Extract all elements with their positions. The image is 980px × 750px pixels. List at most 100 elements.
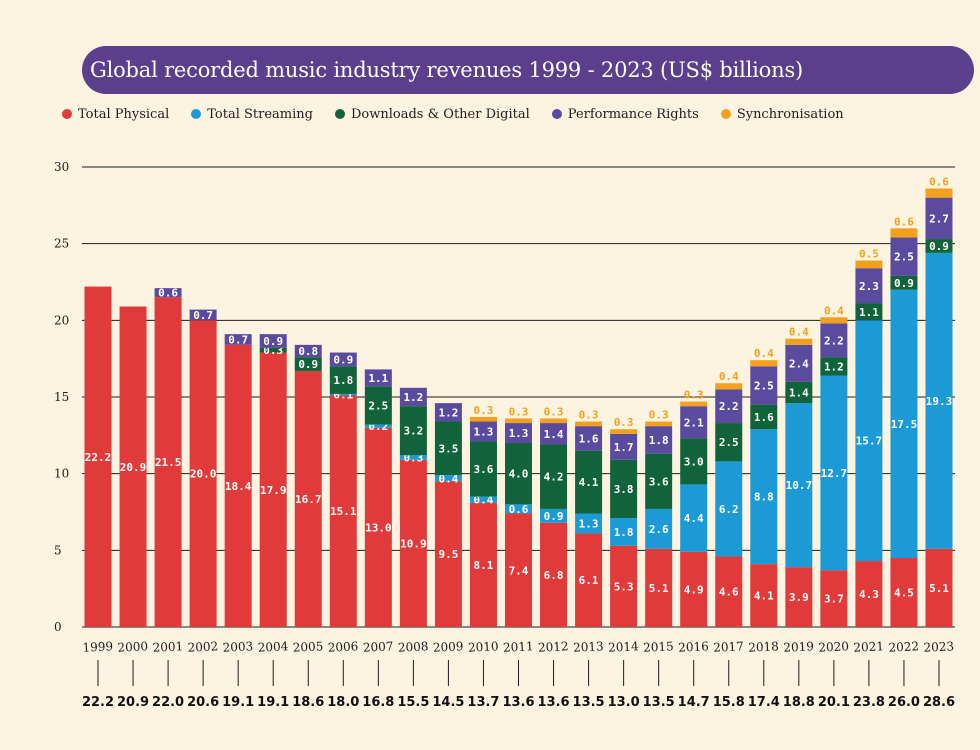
total-label: 20.9 <box>117 695 149 710</box>
data-label: 2.7 <box>929 212 949 225</box>
bar-segment <box>855 260 883 269</box>
data-label: 0.6 <box>509 503 529 516</box>
bar-segment <box>715 383 743 390</box>
legend-item-sync: Synchronisation <box>720 107 844 122</box>
bar-segment <box>890 237 918 276</box>
total-label: 18.0 <box>327 695 359 710</box>
bar-segment <box>329 352 357 367</box>
bar-segment <box>575 450 603 514</box>
data-label: 10.7 <box>786 479 813 492</box>
data-label: 4.3 <box>859 588 879 601</box>
total-label: 22.0 <box>152 695 184 710</box>
bar-segment <box>750 366 778 405</box>
data-label: 19.3 <box>926 395 953 408</box>
data-label: 4.1 <box>754 590 774 603</box>
total-label: 13.6 <box>538 695 570 710</box>
data-label: 0.9 <box>263 335 283 348</box>
bar-segment <box>434 475 462 482</box>
data-label: 21.5 <box>155 456 182 469</box>
data-label: 3.2 <box>403 425 423 438</box>
data-label: 18.4 <box>225 480 252 493</box>
total-label: 20.6 <box>187 695 219 710</box>
total-label: 13.0 <box>608 695 640 710</box>
bar-segment <box>294 370 322 627</box>
bar-segment <box>855 320 883 562</box>
x-tick-label: 2018 <box>748 639 779 655</box>
data-label: 6.8 <box>544 569 564 582</box>
data-label: 4.1 <box>579 476 599 489</box>
bar-segment <box>259 334 287 348</box>
data-label: 0.4 <box>719 370 739 383</box>
legend-label-physical: Total Physical <box>78 106 170 122</box>
bar-segment <box>329 366 357 394</box>
bar-segment <box>610 429 638 434</box>
data-label: 9.5 <box>438 548 458 561</box>
x-tick-label: 2020 <box>818 639 849 655</box>
x-tick-label: 2015 <box>643 639 674 655</box>
bar-segment <box>294 344 322 358</box>
data-label: 20.0 <box>190 468 217 481</box>
bar-segment <box>645 548 673 627</box>
data-label: 17.5 <box>891 418 918 431</box>
total-label: 13.5 <box>643 695 675 710</box>
data-label: 0.3 <box>684 389 704 402</box>
data-label: 0.9 <box>929 240 949 253</box>
bar-segment <box>364 424 392 428</box>
x-tick-label: 2005 <box>292 639 323 655</box>
total-label: 14.5 <box>432 695 464 710</box>
bar-segment <box>715 461 743 557</box>
data-label: 2.2 <box>719 400 739 413</box>
data-label: 2.5 <box>368 399 388 412</box>
bar-segment <box>715 556 743 627</box>
bar-segment <box>505 423 532 443</box>
bar-segment <box>469 416 497 422</box>
legend-item-downloads: Downloads & Other Digital <box>334 107 530 122</box>
bar-segment <box>855 303 883 321</box>
bar-segment <box>364 369 392 387</box>
bar-segment <box>925 239 953 253</box>
bar-segment <box>820 323 848 358</box>
total-label: 19.1 <box>257 695 289 710</box>
bar-segment <box>680 438 708 485</box>
legend-swatch-streaming <box>191 109 202 119</box>
data-label: 2.5 <box>754 380 774 393</box>
bar-segment <box>575 421 603 427</box>
x-tick-label: 2004 <box>257 639 289 655</box>
x-tick-label: 2003 <box>222 639 253 655</box>
bar-segment <box>925 252 953 549</box>
bar-segment <box>469 502 497 627</box>
x-tick-label: 2016 <box>678 639 709 655</box>
bar-segment <box>575 426 603 451</box>
data-label: 2.1 <box>684 416 704 429</box>
data-label: 0.7 <box>228 334 248 347</box>
total-label: 13.6 <box>502 695 534 710</box>
data-label: 1.2 <box>438 406 458 419</box>
legend-item-streaming: Total Streaming <box>191 107 313 122</box>
bar-segment <box>469 496 497 503</box>
bar-segment <box>750 360 778 367</box>
total-label: 15.5 <box>397 695 429 710</box>
data-label: 0.9 <box>544 510 564 523</box>
bar-segment <box>119 306 147 627</box>
x-tick-label: 2023 <box>923 639 954 655</box>
bar-segment <box>434 403 462 422</box>
data-label: 15.7 <box>856 435 883 448</box>
data-label: 0.5 <box>859 248 879 261</box>
bar-segment <box>505 443 532 505</box>
y-tick-label: 0 <box>54 620 62 634</box>
bar-segment <box>785 403 813 568</box>
total-label: 17.4 <box>748 695 780 710</box>
data-label: 1.6 <box>579 432 599 445</box>
bar-segment <box>540 418 568 424</box>
data-label: 16.7 <box>295 493 322 506</box>
data-label: 0.3 <box>614 416 634 429</box>
data-label: 4.4 <box>684 512 704 525</box>
data-label: 7.4 <box>509 564 529 577</box>
data-label: 6.2 <box>719 503 739 516</box>
bar-segment <box>680 406 708 439</box>
bar-segment <box>259 347 287 353</box>
x-tick-label: 2022 <box>888 639 919 655</box>
bar-segment <box>820 375 848 571</box>
bar-segment <box>610 433 638 460</box>
bar-segment <box>399 387 427 407</box>
